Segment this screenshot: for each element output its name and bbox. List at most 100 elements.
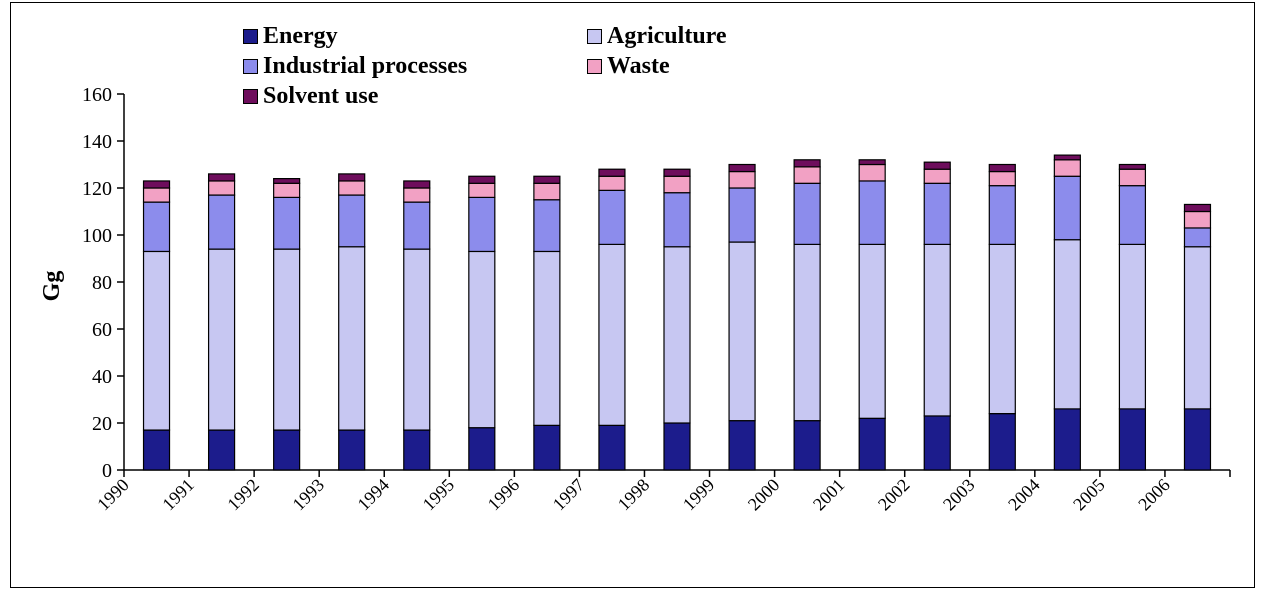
x-tick-label: 1995 [419, 475, 459, 515]
x-tick-label: 1991 [158, 475, 198, 515]
bar-segment-solvent-use [142, 180, 171, 189]
bar-segment-energy [1053, 408, 1081, 471]
bar-segment-agriculture [1118, 243, 1147, 410]
bar-segment-waste [207, 180, 236, 196]
bar-segment-agriculture [207, 248, 236, 431]
x-tick-label: 1999 [679, 475, 719, 515]
bar-segment-agriculture [728, 241, 756, 422]
bar-segment-industrial-processes [1053, 175, 1081, 241]
bar-segment-waste [988, 170, 1016, 187]
legend-swatch-energy [243, 29, 258, 44]
bar-segment-agriculture [468, 250, 496, 429]
x-tick-label: 1996 [484, 475, 524, 515]
bar-segment-energy [923, 415, 951, 471]
bar-segment-solvent-use [728, 163, 756, 173]
bar-segment-agriculture [663, 246, 691, 424]
bar-segment-industrial-processes [793, 182, 821, 246]
bar-segment-solvent-use [1183, 203, 1212, 213]
bar-segment-energy [273, 429, 301, 471]
y-tick-label: 120 [82, 178, 112, 200]
bar-segment-agriculture [923, 243, 951, 417]
x-tick-label: 2004 [1004, 475, 1044, 515]
bar-segment-energy [793, 420, 821, 471]
bar-segment-waste [858, 163, 886, 182]
bar-segment-industrial-processes [468, 196, 496, 253]
bar-segment-agriculture [142, 250, 171, 431]
y-tick-label: 100 [82, 225, 112, 247]
bar-segment-industrial-processes [923, 182, 951, 246]
y-tick-label: 80 [92, 272, 112, 294]
bar-segment-solvent-use [988, 163, 1016, 173]
bar-segment-agriculture [533, 250, 561, 426]
bar-segment-energy [598, 424, 626, 471]
legend-label-waste: Waste [607, 53, 670, 79]
x-tick-label: 2002 [874, 475, 914, 515]
bar-segment-industrial-processes [1183, 227, 1212, 248]
bar-segment-industrial-processes [273, 196, 301, 250]
chart-frame: Energy Industrial processes Solvent use … [10, 2, 1255, 588]
bar-segment-waste [1053, 159, 1081, 177]
bar-segment-waste [338, 180, 366, 196]
bar-segment-waste [1183, 210, 1212, 229]
y-axis-label: Gg [39, 271, 65, 302]
legend-item-waste: Waste [587, 53, 670, 80]
bar-segment-industrial-processes [403, 201, 431, 250]
bar-segment-industrial-processes [338, 194, 366, 248]
y-tick-label: 40 [92, 366, 112, 388]
bar-segment-energy [403, 429, 431, 471]
bar-segment-waste [468, 182, 496, 199]
y-tick-label: 60 [92, 319, 112, 341]
bar-segment-agriculture [273, 248, 301, 431]
bar-segment-solvent-use [858, 159, 886, 166]
bar-segment-agriculture [793, 243, 821, 422]
bar-segment-solvent-use [207, 173, 236, 182]
bar-segment-energy [533, 424, 561, 471]
x-tick-label: 1990 [93, 475, 133, 515]
bar-segment-energy [728, 420, 756, 471]
bar-segment-energy [1183, 408, 1212, 471]
legend-label-industrial-processes: Industrial processes [263, 53, 468, 79]
bar-segment-energy [988, 413, 1016, 471]
bar-segment-waste [793, 166, 821, 184]
x-tick-label: 2003 [939, 475, 979, 515]
bar-segment-industrial-processes [858, 180, 886, 245]
bar-segment-agriculture [338, 246, 366, 431]
bar-segment-waste [663, 175, 691, 194]
stacked-bar-chart: 0 20 40 60 80 100 120 140 160 1990 1991 1992 1993 199… [39, 84, 1231, 515]
legend-swatch-waste [587, 59, 602, 74]
bar-segment-agriculture [858, 243, 886, 419]
bar-segment-energy [468, 427, 496, 471]
legend-swatch-solvent-use [243, 89, 258, 104]
x-tick-label: 1992 [223, 475, 263, 515]
bar-segment-solvent-use [273, 178, 301, 184]
legend-label-agriculture: Agriculture [607, 23, 727, 49]
y-tick-label: 160 [82, 84, 112, 106]
legend-swatch-industrial-processes [243, 59, 258, 74]
bar-segment-waste [1118, 168, 1147, 187]
x-tick-label: 1998 [614, 475, 654, 515]
legend-label-solvent-use: Solvent use [263, 83, 379, 109]
y-tick-label: 140 [82, 131, 112, 153]
y-tick-label: 0 [102, 460, 112, 482]
bar-segment-solvent-use [663, 168, 691, 177]
bar-segment-solvent-use [533, 175, 561, 184]
bar-segment-industrial-processes [988, 185, 1016, 245]
legend-item-agriculture: Agriculture [587, 23, 727, 50]
bar-segment-waste [403, 187, 431, 203]
bar-segment-solvent-use [1053, 154, 1081, 161]
bars [142, 154, 1212, 471]
bar-segment-waste [923, 168, 951, 184]
bar-segment-solvent-use [468, 175, 496, 184]
bar-segment-agriculture [598, 243, 626, 426]
legend-item-solvent-use: Solvent use [243, 83, 378, 110]
bar-segment-energy [142, 429, 171, 471]
bar-segment-waste [273, 182, 301, 199]
x-tick-label: 2001 [809, 475, 849, 515]
x-tick-label: 1993 [288, 475, 328, 515]
bar-segment-solvent-use [1118, 163, 1147, 170]
bar-segment-solvent-use [338, 173, 366, 182]
bar-segment-waste [598, 175, 626, 191]
bar-segment-solvent-use [403, 180, 431, 189]
bar-segment-industrial-processes [598, 189, 626, 246]
bar-segment-agriculture [1183, 246, 1212, 410]
